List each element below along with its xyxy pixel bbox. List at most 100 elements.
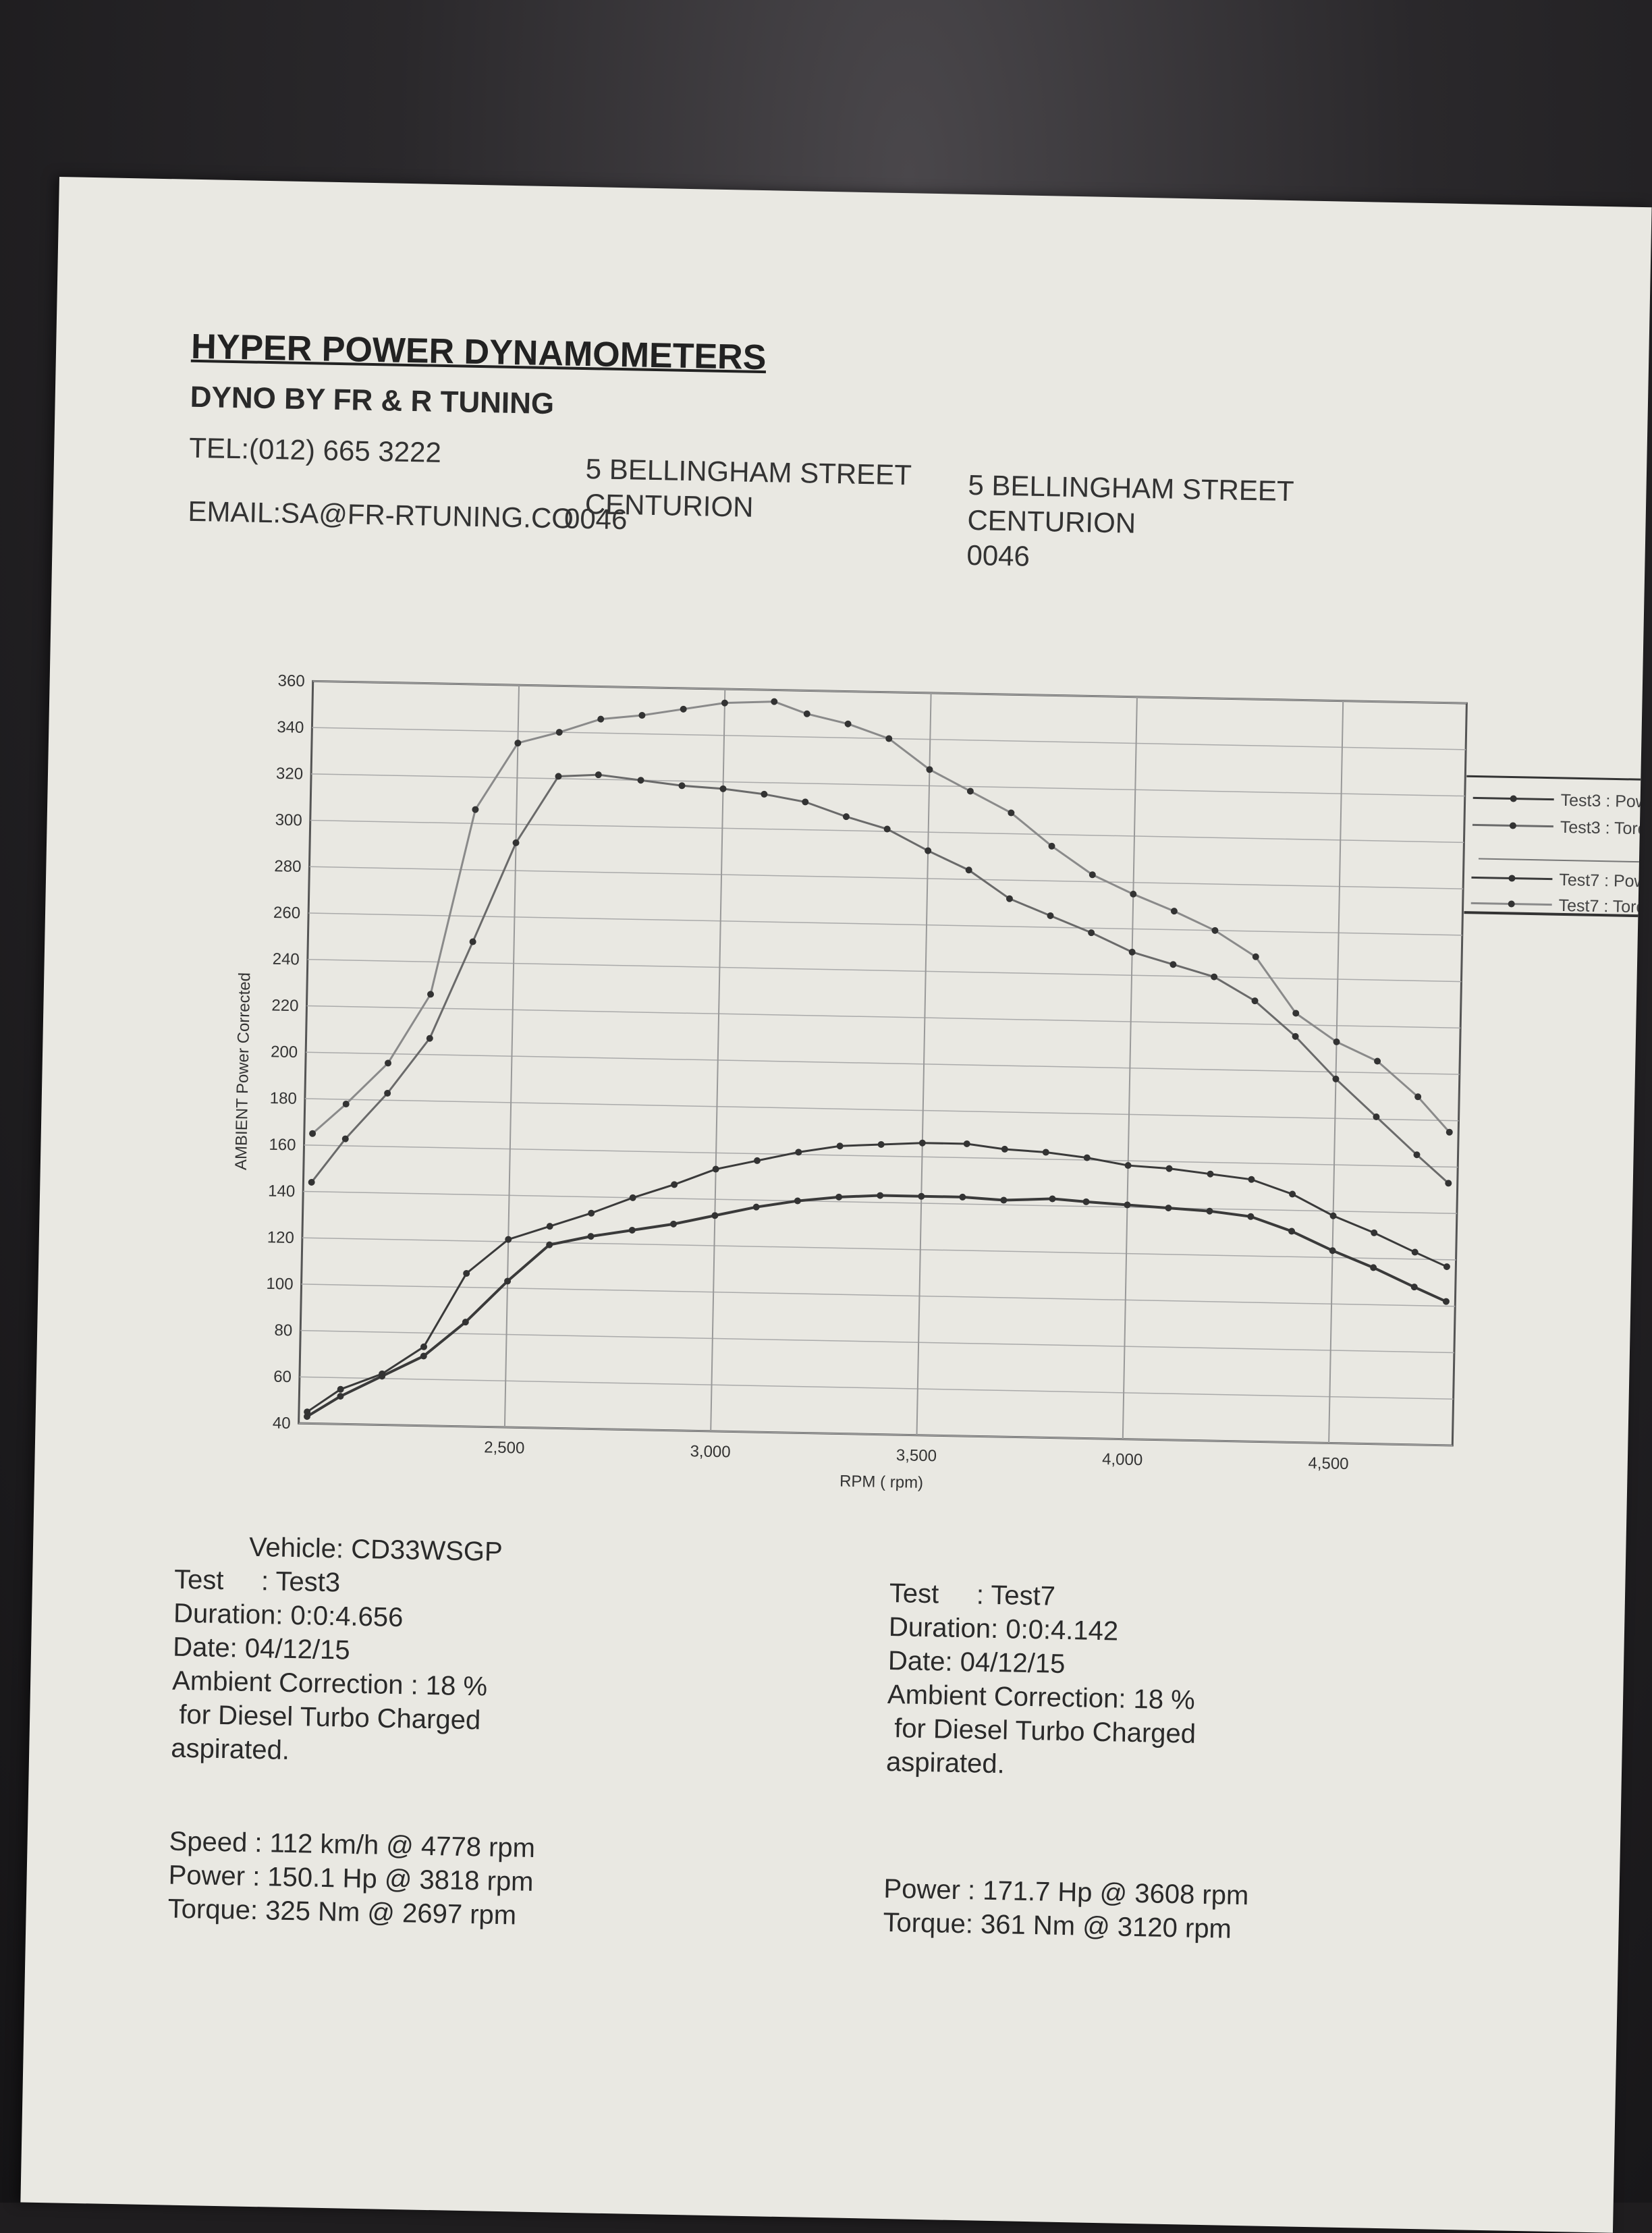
test3-aspirated: aspirated. — [170, 1733, 290, 1765]
data-point — [1089, 871, 1096, 879]
data-point — [629, 1194, 636, 1201]
data-point — [426, 1035, 433, 1042]
data-point — [1207, 1170, 1214, 1178]
data-point — [761, 790, 768, 798]
y-tick-label: 60 — [273, 1368, 292, 1387]
data-point — [638, 711, 646, 719]
address-2-line-2: CENTURION — [967, 503, 1136, 539]
data-point — [965, 866, 972, 874]
data-point — [1411, 1248, 1419, 1256]
gridline-y — [298, 1423, 1453, 1446]
data-point — [514, 740, 522, 747]
data-point — [1329, 1212, 1337, 1219]
address-block-2: 5 BELLINGHAM STREET CENTURION 0046 — [966, 468, 1294, 579]
data-point — [1371, 1229, 1378, 1236]
data-point — [836, 1142, 844, 1150]
legend-border — [1464, 911, 1639, 918]
data-point — [597, 715, 605, 723]
data-point — [1042, 1149, 1049, 1156]
data-point — [595, 771, 602, 779]
data-point — [420, 1343, 428, 1350]
gridline-y — [312, 680, 1467, 704]
x-tick-label: 4,000 — [1102, 1450, 1143, 1469]
data-point — [803, 710, 810, 717]
data-point — [1124, 1201, 1131, 1209]
data-point — [304, 1408, 311, 1416]
data-point — [678, 782, 686, 790]
data-point — [1414, 1093, 1422, 1101]
data-point — [1248, 1176, 1255, 1183]
data-point — [1006, 895, 1013, 902]
data-point — [1329, 1247, 1336, 1255]
y-tick-label: 80 — [274, 1321, 292, 1340]
series-line — [310, 773, 1450, 1184]
data-point — [385, 1059, 392, 1067]
data-point — [1128, 948, 1136, 956]
chart-series — [304, 698, 1453, 1421]
data-point — [883, 825, 891, 833]
data-point — [1206, 1207, 1213, 1215]
data-point — [1443, 1263, 1450, 1271]
data-point — [795, 1149, 802, 1156]
data-point — [463, 1270, 470, 1277]
data-point — [1247, 1213, 1255, 1220]
data-point — [925, 847, 932, 854]
data-point — [1000, 1196, 1008, 1204]
data-point — [379, 1370, 386, 1377]
email: EMAIL:SA@FR-RTUNING.CO0046 — [188, 495, 628, 536]
data-point — [512, 839, 520, 846]
data-point — [1130, 890, 1137, 898]
data-point — [341, 1135, 349, 1142]
data-point — [918, 1139, 926, 1147]
data-point — [1008, 809, 1015, 817]
data-point — [587, 1233, 595, 1240]
data-point — [1001, 1145, 1008, 1153]
gridline-y — [300, 1329, 1454, 1354]
data-point — [1413, 1151, 1421, 1159]
x-tick-label: 3,500 — [896, 1446, 937, 1465]
data-point — [1288, 1228, 1296, 1235]
gridline-y — [308, 912, 1462, 936]
y-tick-label: 360 — [277, 672, 305, 690]
data-point — [1442, 1298, 1450, 1305]
legend-label: Test3 : Pow er — [1560, 791, 1642, 812]
data-point — [1048, 842, 1055, 850]
data-point — [309, 1130, 316, 1137]
y-tick-label: 300 — [275, 811, 302, 830]
data-point — [1292, 1032, 1299, 1040]
y-tick-label: 120 — [267, 1228, 295, 1247]
gridline-y — [307, 959, 1462, 983]
legend-marker — [1508, 875, 1516, 882]
data-point — [384, 1090, 391, 1097]
data-point — [1169, 961, 1177, 968]
legend-marker — [1509, 822, 1516, 829]
dyno-by-line: DYNO BY FR & R TUNING — [190, 380, 555, 421]
gridline-x — [710, 689, 726, 1431]
y-tick-label: 260 — [273, 904, 301, 922]
y-tick-label: 340 — [277, 718, 304, 737]
legend-label: Test7 : Pow er — [1559, 871, 1642, 891]
data-point — [1445, 1180, 1452, 1187]
series-line — [306, 1194, 1447, 1418]
data-point — [337, 1393, 344, 1400]
gridline-y — [311, 773, 1465, 797]
data-point — [628, 1226, 636, 1234]
data-point — [835, 1193, 843, 1201]
gridline-y — [302, 1237, 1456, 1261]
test3-info: Vehicle: CD33WSGP Test : Test3 Duration:… — [167, 1529, 541, 1933]
test7-info: Test : Test7 Duration: 0:0:4.142 Date: 0… — [883, 1576, 1255, 1946]
data-point — [504, 1277, 512, 1285]
dyno-chart: 40 60 80 100 120 140 160 180 200 220 240 260 280 300 3… — [232, 672, 1643, 1492]
data-point — [671, 1181, 678, 1188]
data-point — [918, 1192, 925, 1200]
y-tick-label: 160 — [269, 1136, 296, 1155]
data-point — [462, 1319, 469, 1326]
data-point — [1124, 1162, 1132, 1169]
address-1-line-2: CENTURION — [584, 488, 754, 523]
gridline-x — [916, 692, 932, 1435]
x-tick-label: 2,500 — [484, 1438, 525, 1457]
legend-label: Test7 : Torque — [1558, 896, 1642, 917]
gridline-x — [1122, 696, 1138, 1439]
data-point — [546, 1223, 553, 1230]
y-tick-label: 220 — [271, 997, 299, 1016]
